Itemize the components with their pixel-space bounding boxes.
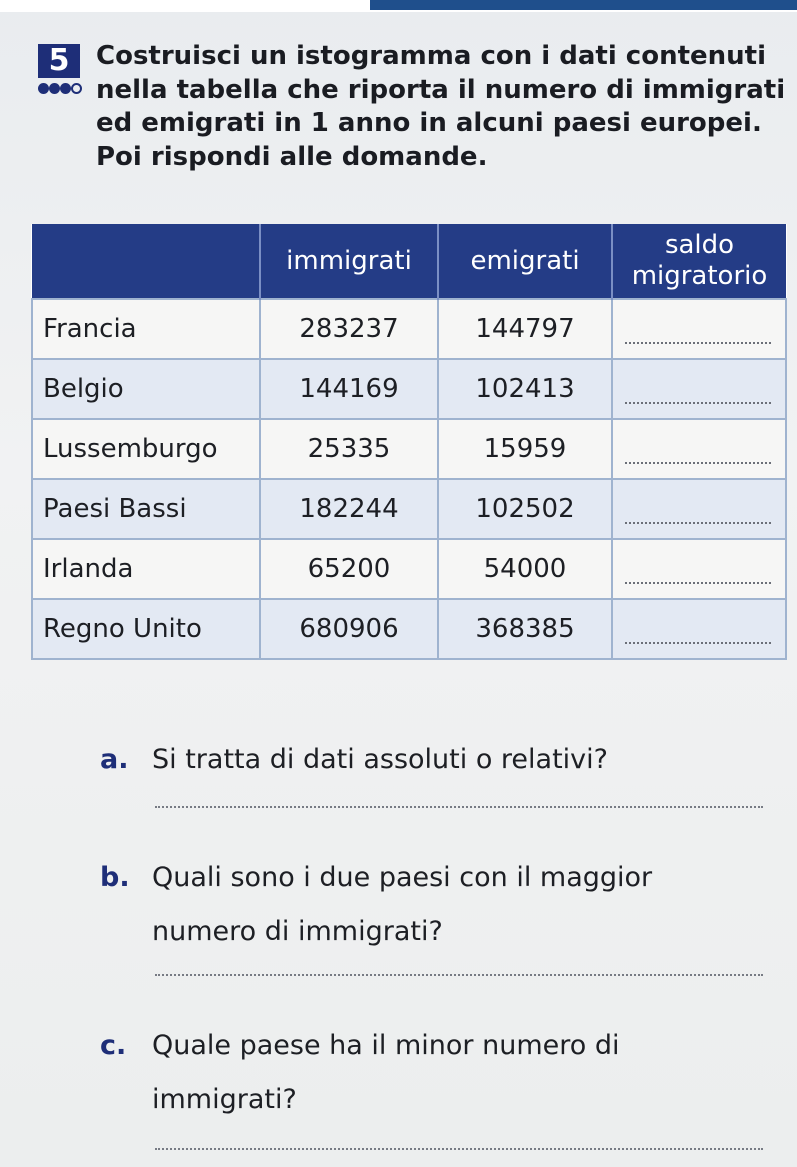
exercise-number-badge: 5	[38, 44, 80, 78]
table-row: Francia 283237 144797	[31, 298, 787, 359]
emigrati-cell: 144797	[437, 298, 612, 359]
country-cell: Paesi Bassi	[31, 478, 260, 539]
table-header-row: immigrati emigrati saldo migratorio	[32, 224, 786, 299]
question-text: immigrati?	[152, 1084, 297, 1115]
saldo-answer-blank[interactable]	[611, 538, 787, 599]
immigrati-cell: 283237	[259, 298, 438, 359]
instruction-line: Poi rispondi alle domande.	[96, 141, 488, 172]
saldo-answer-blank[interactable]	[611, 358, 787, 419]
exercise-instructions: Costruisci un istogramma con i dati cont…	[96, 40, 786, 174]
instruction-line: nella tabella che riporta il numero di i…	[96, 74, 786, 105]
difficulty-dot-filled	[49, 83, 60, 94]
top-color-band	[0, 0, 797, 12]
saldo-answer-blank[interactable]	[611, 598, 787, 660]
saldo-answer-blank[interactable]	[611, 478, 787, 539]
header-immigrati: immigrati	[259, 224, 438, 299]
country-cell: Belgio	[31, 358, 260, 419]
question-text: Si tratta di dati assoluti o relativi?	[152, 744, 608, 775]
dotted-line	[625, 642, 771, 644]
immigrati-cell: 25335	[259, 418, 438, 479]
answer-line-b[interactable]	[155, 974, 763, 976]
immigrati-cell: 144169	[259, 358, 438, 419]
dotted-line	[625, 462, 771, 464]
question-text: Quale paese ha il minor numero di	[152, 1030, 620, 1061]
immigrati-cell: 182244	[259, 478, 438, 539]
header-country	[32, 224, 260, 299]
question-letter: a.	[100, 744, 129, 775]
table-row: Lussemburgo 25335 15959	[31, 418, 787, 479]
immigrati-cell: 65200	[259, 538, 438, 599]
country-cell: Irlanda	[31, 538, 260, 599]
question-letter: c.	[100, 1030, 127, 1061]
dotted-line	[625, 342, 771, 344]
table-row: Belgio 144169 102413	[31, 358, 787, 419]
difficulty-dot-filled	[38, 83, 49, 94]
emigrati-cell: 102413	[437, 358, 612, 419]
immigrati-cell: 680906	[259, 598, 438, 660]
top-blue-stripe	[370, 0, 797, 10]
difficulty-dot-empty	[71, 83, 82, 94]
instruction-line: ed emigrati in 1 anno in alcuni paesi eu…	[96, 108, 762, 138]
difficulty-dot-filled	[60, 83, 71, 94]
instruction-line: Costruisci un istogramma con i dati cont…	[96, 41, 767, 71]
dotted-line	[625, 582, 771, 584]
question-b: b. Quali sono i due paesi con il maggior …	[100, 852, 652, 958]
emigrati-cell: 54000	[437, 538, 612, 599]
question-c: c. Quale paese ha il minor numero di immi…	[100, 1020, 620, 1126]
difficulty-dots	[38, 83, 82, 95]
saldo-answer-blank[interactable]	[611, 418, 787, 479]
migration-table: immigrati emigrati saldo migratorio Fran…	[31, 224, 787, 660]
answer-line-a[interactable]	[155, 806, 763, 808]
question-text: Quali sono i due paesi con il maggior	[152, 862, 653, 893]
header-saldo-line1: saldo	[664, 230, 735, 260]
country-cell: Lussemburgo	[31, 418, 260, 479]
question-letter: b.	[100, 862, 130, 893]
emigrati-cell: 368385	[437, 598, 612, 660]
answer-line-c[interactable]	[155, 1148, 763, 1150]
question-a: a. Si tratta di dati assoluti o relativi?	[100, 734, 608, 786]
header-emigrati: emigrati	[437, 224, 612, 299]
table-row: Irlanda 65200 54000	[31, 538, 787, 599]
header-saldo-migratorio: saldo migratorio	[611, 224, 786, 299]
header-saldo-line2: migratorio	[631, 261, 768, 291]
dotted-line	[625, 522, 771, 524]
dotted-line	[625, 402, 771, 404]
country-cell: Francia	[31, 298, 260, 359]
country-cell: Regno Unito	[31, 598, 260, 660]
table-row: Regno Unito 680906 368385	[31, 598, 787, 660]
emigrati-cell: 15959	[437, 418, 612, 479]
question-text: numero di immigrati?	[152, 916, 443, 947]
table-row: Paesi Bassi 182244 102502	[31, 478, 787, 539]
emigrati-cell: 102502	[437, 478, 612, 539]
saldo-answer-blank[interactable]	[611, 298, 787, 359]
